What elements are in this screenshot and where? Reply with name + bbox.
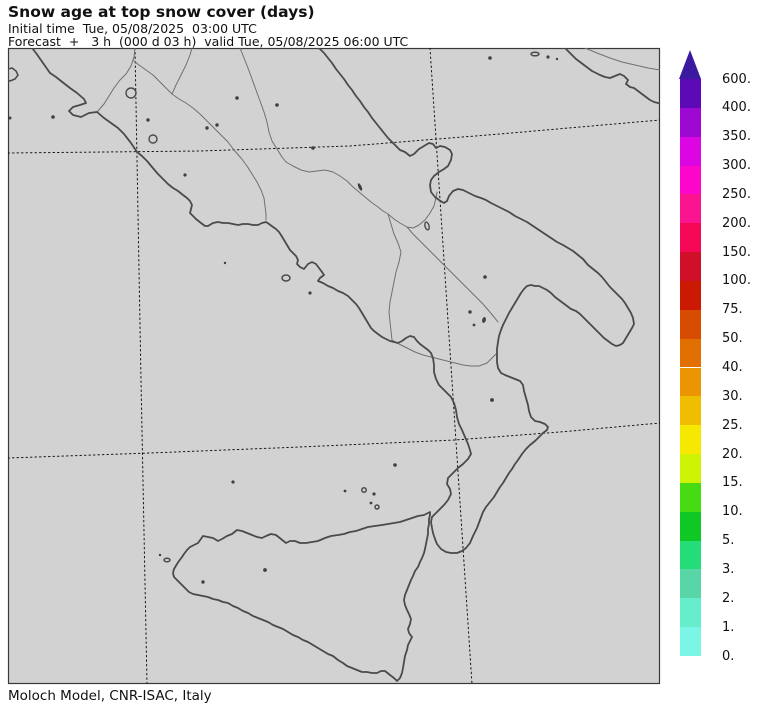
initial-time-line: Initial time Tue, 05/08/2025 03:00 UTC [8, 21, 257, 36]
coastline-mainland [31, 48, 635, 554]
map-dots [8, 55, 559, 584]
model-credit: Moloch Model, CNR-ISAC, Italy [8, 688, 212, 704]
lake-outlines [125, 87, 430, 231]
coastline-sicily [172, 511, 431, 682]
graticule-lines [8, 48, 660, 684]
region-borders [96, 48, 660, 367]
coastline-dalmatia [564, 48, 660, 105]
island-outlines [8, 51, 540, 563]
map-frame [7, 47, 661, 685]
forecast-valid-line: Forecast + 3 h (000 d 03 h) valid Tue, 0… [8, 34, 409, 49]
page-title: Snow age at top snow cover (days) [8, 3, 315, 21]
